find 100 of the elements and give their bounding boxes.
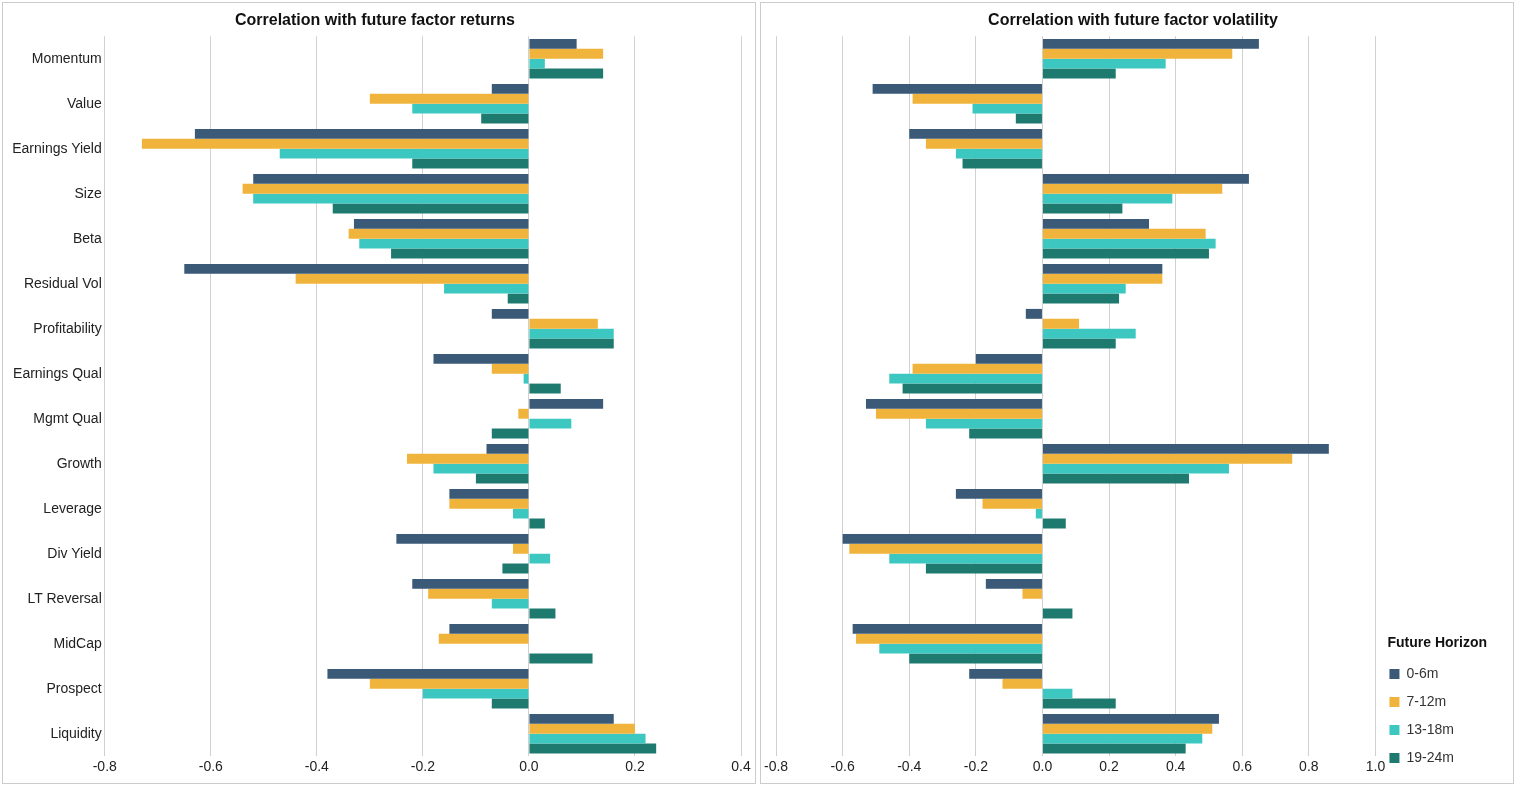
bar [491, 83, 529, 94]
bar [842, 533, 1042, 544]
legend-label: 19-24m [1406, 748, 1454, 765]
bar [406, 453, 529, 464]
bar [985, 578, 1042, 589]
x-tick-label: -0.4 [304, 758, 330, 775]
bar [529, 338, 614, 349]
x-tick-label: -0.6 [198, 758, 224, 775]
bar [184, 263, 529, 274]
bar [969, 428, 1042, 439]
bar [962, 158, 1042, 169]
bar [865, 398, 1042, 409]
bar [491, 598, 529, 609]
bar [1042, 713, 1219, 724]
bar [1042, 173, 1249, 184]
bar [449, 623, 529, 634]
x-tick-label: 0.4 [1165, 758, 1186, 775]
legend-title: Future Horizon [1387, 634, 1487, 651]
bar [449, 498, 529, 509]
bar [912, 93, 1042, 104]
x-tick-label: -0.8 [764, 758, 789, 775]
y-tick-label: MidCap [53, 634, 102, 651]
bar [1042, 518, 1066, 529]
bar [1042, 38, 1259, 49]
bar [909, 128, 1042, 139]
bar [449, 488, 529, 499]
bar [1042, 228, 1206, 239]
x-tick-label: 0.2 [625, 758, 645, 775]
bar [1042, 238, 1216, 249]
bar [438, 633, 529, 644]
bar [486, 443, 529, 454]
bar [925, 418, 1042, 429]
bar [1035, 508, 1042, 519]
bar [1042, 328, 1136, 339]
bar [982, 498, 1042, 509]
bar [1042, 723, 1213, 734]
x-tick-label: -0.8 [92, 758, 118, 775]
bar [1002, 678, 1042, 689]
y-tick-label: Leverage [43, 499, 102, 516]
bar [295, 273, 529, 284]
bar [1022, 588, 1042, 599]
bar [1042, 48, 1233, 59]
bar [1015, 113, 1042, 124]
bar [529, 328, 614, 339]
bar [359, 238, 529, 249]
bar [327, 668, 529, 679]
bar [855, 633, 1042, 644]
bar [253, 193, 529, 204]
bar [889, 373, 1042, 384]
bar [194, 128, 529, 139]
bar [444, 283, 529, 294]
bar [369, 678, 529, 689]
bar [912, 363, 1042, 374]
bar [969, 668, 1042, 679]
x-tick-label: 0.2 [1099, 758, 1119, 775]
bar [491, 428, 529, 439]
bar [332, 203, 529, 214]
x-tick-label: 0.8 [1299, 758, 1319, 775]
y-tick-label: Value [66, 94, 102, 111]
bar [1042, 318, 1080, 329]
bar [1042, 183, 1223, 194]
bar [141, 138, 529, 149]
bar [529, 418, 572, 429]
bar [925, 563, 1042, 574]
bar [1042, 193, 1173, 204]
bar [396, 533, 529, 544]
bar [1042, 743, 1186, 754]
bar [1042, 58, 1166, 69]
bar [529, 38, 577, 49]
y-tick-label: Mgmt Qual [33, 409, 102, 426]
y-tick-label: Div Yield [47, 544, 102, 561]
bar [1042, 263, 1163, 274]
x-tick-label: 0.6 [1232, 758, 1253, 775]
bar [353, 218, 529, 229]
bar [1042, 453, 1293, 464]
bar [529, 553, 551, 564]
bar [502, 563, 529, 574]
legend-label: 0-6m [1406, 664, 1439, 681]
bar [925, 138, 1042, 149]
bar [491, 308, 529, 319]
bar [1042, 248, 1209, 259]
bar [972, 103, 1042, 114]
bar [348, 228, 529, 239]
bar [518, 408, 529, 419]
y-tick-label: Size [74, 184, 102, 201]
x-tick-label: 1.0 [1365, 758, 1386, 775]
bar [391, 248, 529, 259]
bar [1025, 308, 1042, 319]
y-tick-label: Liquidity [50, 724, 102, 741]
bar [875, 408, 1042, 419]
legend-label: 7-12m [1406, 692, 1447, 709]
y-tick-label: Growth [56, 454, 102, 471]
bar [849, 543, 1042, 554]
bar [433, 353, 529, 364]
bar [1042, 273, 1163, 284]
bar [529, 608, 556, 619]
bar [1042, 203, 1123, 214]
bar [529, 318, 598, 329]
bar [529, 653, 593, 664]
bar [491, 363, 529, 374]
